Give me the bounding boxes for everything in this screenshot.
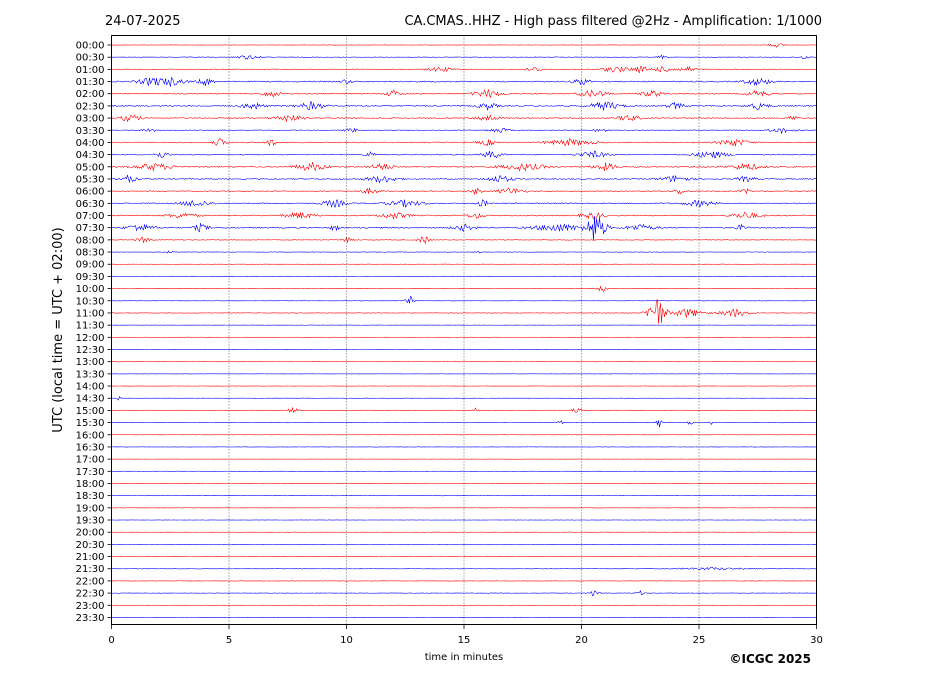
y-axis-label: UTC (local time = UTC + 02:00)	[51, 227, 66, 432]
y-tick-label: 05:30	[76, 174, 105, 185]
y-tick-label: 17:30	[76, 467, 105, 478]
y-tick-label: 19:00	[76, 503, 105, 514]
chart-title: CA.CMAS..HHZ - High pass filtered @2Hz -…	[404, 14, 822, 29]
y-tick-label: 03:00	[76, 114, 105, 125]
trace-row-0500	[111, 161, 817, 172]
y-tick-label: 01:00	[76, 65, 105, 76]
y-tick-label: 12:30	[76, 345, 105, 356]
y-tick-label: 18:30	[76, 491, 105, 502]
y-tick-label: 10:30	[76, 296, 105, 307]
y-tick-label: 06:00	[76, 187, 105, 198]
y-tick-label: 03:30	[76, 126, 105, 137]
y-tick-label: 08:30	[76, 248, 105, 259]
y-tick-label: 22:00	[76, 576, 105, 587]
y-tick-label: 14:30	[76, 394, 105, 405]
y-tick-label: 13:30	[76, 369, 105, 380]
y-tick-label: 09:30	[76, 272, 105, 283]
trace-row-0330	[111, 127, 817, 135]
y-tick-label: 06:30	[76, 199, 105, 210]
y-tick-label: 04:30	[76, 150, 105, 161]
y-tick-label: 17:00	[76, 455, 105, 466]
y-tick-label: 00:30	[76, 53, 105, 64]
y-tick-label: 11:00	[76, 308, 105, 319]
y-tick-label: 13:00	[76, 357, 105, 368]
trace-row-0300	[111, 114, 817, 123]
trace-row-2130	[111, 566, 817, 571]
y-tick-label: 08:00	[76, 235, 105, 246]
y-tick-label: 23:00	[76, 601, 105, 612]
x-tick-label: 30	[810, 635, 823, 646]
y-tick-label: 12:00	[76, 333, 105, 344]
x-tick-label: 25	[693, 635, 706, 646]
trace-row-1000	[111, 286, 817, 293]
y-tick-label: 05:00	[76, 162, 105, 173]
y-tick-label: 20:00	[76, 528, 105, 539]
x-tick-label: 15	[458, 635, 471, 646]
y-tick-label: 16:30	[76, 442, 105, 453]
y-tick-label: 02:30	[76, 101, 105, 112]
x-tick-label: 5	[226, 635, 232, 646]
header-date: 24-07-2025	[105, 14, 181, 29]
y-tick-label: 15:30	[76, 418, 105, 429]
y-tick-label: 02:00	[76, 89, 105, 100]
trace-row-1030	[111, 295, 817, 304]
y-tick-label: 22:30	[76, 589, 105, 600]
y-tick-label: 19:30	[76, 516, 105, 527]
vertical-gridlines	[228, 35, 700, 625]
trace-group	[111, 43, 817, 618]
y-tick-label: 21:00	[76, 552, 105, 563]
trace-row-0400	[111, 137, 817, 147]
y-tick-label: 04:00	[76, 138, 105, 149]
copyright-label: ©ICGC 2025	[729, 652, 811, 666]
y-tick-label: 10:00	[76, 284, 105, 295]
y-tick-label: 15:00	[76, 406, 105, 417]
trace-row-1430	[111, 395, 817, 401]
y-tick-label: 23:30	[76, 613, 105, 624]
x-tick-label: 20	[575, 635, 588, 646]
y-tick-label: 14:00	[76, 382, 105, 393]
y-tick-label: 07:30	[76, 223, 105, 234]
plot-frame	[111, 35, 817, 625]
trace-row-2230	[111, 590, 817, 597]
trace-row-0530	[111, 174, 817, 184]
trace-row-0200	[111, 89, 817, 99]
y-tick-label: 01:30	[76, 77, 105, 88]
y-tick-label: 18:00	[76, 479, 105, 490]
trace-row-0230	[111, 101, 817, 111]
trace-row-1500	[111, 406, 817, 414]
y-tick-label: 00:00	[76, 41, 105, 52]
x-axis-label: time in minutes	[425, 652, 504, 663]
y-tick-label: 16:00	[76, 430, 105, 441]
trace-row-0130	[111, 76, 817, 87]
y-tick-label: 20:30	[76, 540, 105, 551]
y-tick-label: 07:00	[76, 211, 105, 222]
x-tick-label: 10	[340, 635, 353, 646]
y-tick-label: 09:00	[76, 260, 105, 271]
x-tick-label: 0	[108, 635, 114, 646]
trace-row-0600	[111, 187, 817, 195]
y-tick-label: 21:30	[76, 564, 105, 575]
trace-row-0430	[111, 150, 817, 159]
x-ticks: 0 5 10 15 20 25 30	[108, 624, 823, 646]
y-tick-label: 11:30	[76, 321, 105, 332]
